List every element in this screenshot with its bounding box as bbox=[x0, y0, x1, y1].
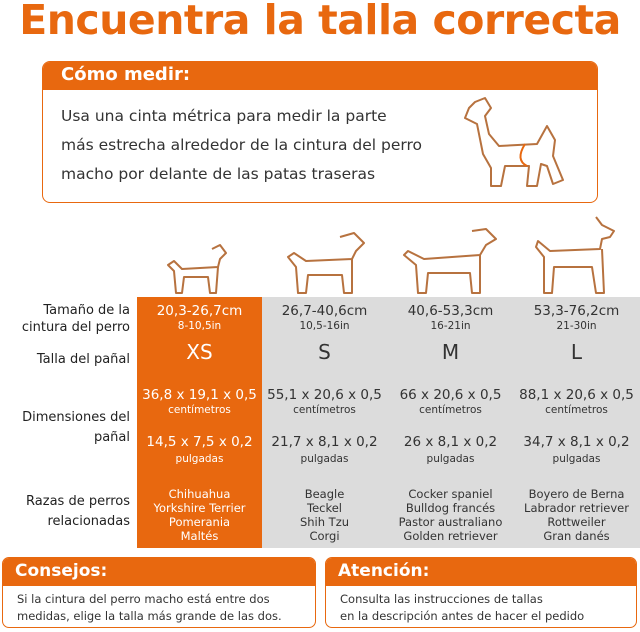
dog-xs-icon bbox=[167, 244, 227, 294]
breed: Maltés bbox=[180, 529, 219, 543]
waist-cell: 20,3-26,7cm 8-10,5in bbox=[137, 304, 262, 334]
dims-cm-cell: 55,1 x 20,6 x 0,5 centímetros bbox=[262, 388, 387, 418]
how-to-line: más estrecha alrededor de la cintura del… bbox=[61, 136, 422, 154]
size-cell: S bbox=[262, 340, 387, 364]
breed: Bulldog francés bbox=[405, 501, 496, 515]
tips-line: medidas, elige la talla más grande de la… bbox=[17, 609, 282, 623]
dim-cm: 88,1 x 20,6 x 0,5 bbox=[519, 387, 634, 403]
dog-s-icon bbox=[287, 232, 365, 294]
how-to-line: Usa una cinta métrica para medir la part… bbox=[61, 107, 387, 125]
how-to-text: Usa una cinta métrica para medir la part… bbox=[61, 102, 441, 189]
waist-in: 21-30in bbox=[556, 320, 597, 332]
breed: Corgi bbox=[309, 529, 340, 543]
breeds-cell: Cocker spaniel Bulldog francés Pastor aust… bbox=[388, 487, 513, 543]
breed: Beagle bbox=[304, 487, 345, 501]
dims-in-cell: 34,7 x 8,1 x 0,2 pulgadas bbox=[514, 435, 639, 467]
dims-cm-cell: 66 x 20,6 x 0,5 centímetros bbox=[388, 388, 513, 418]
breeds-cell: Boyero de Berna Labrador retriever Rottwei… bbox=[514, 487, 639, 543]
label-line: cintura del perro bbox=[21, 320, 130, 335]
other-sizes-background bbox=[262, 297, 640, 548]
size-value: M bbox=[441, 340, 460, 364]
size-cell: L bbox=[514, 340, 639, 364]
breed: Pastor australiano bbox=[398, 515, 503, 529]
label-dims: Dimensiones del pañal bbox=[22, 409, 130, 446]
tips-text: Si la cintura del perro macho está entre… bbox=[3, 586, 315, 625]
how-to-line: macho por delante de las patas traseras bbox=[61, 165, 376, 183]
dim-in: 14,5 x 7,5 x 0,2 bbox=[146, 434, 253, 450]
waist-in: 16-21in bbox=[430, 320, 471, 332]
page-title: Encuentra la talla correcta bbox=[19, 0, 621, 44]
breed: Chihuahua bbox=[168, 487, 231, 501]
size-cell: M bbox=[388, 340, 513, 364]
tips-line: Si la cintura del perro macho está entre… bbox=[17, 592, 270, 606]
waist-cm: 26,7-40,6cm bbox=[281, 303, 368, 319]
size-cell: XS bbox=[137, 340, 262, 364]
breed: Pomerania bbox=[168, 515, 231, 529]
size-value: L bbox=[570, 340, 583, 364]
breed: Rottweiler bbox=[547, 515, 606, 529]
in-unit: pulgadas bbox=[552, 453, 601, 465]
how-to-measure-box: Cómo medir: Usa una cinta métrica para m… bbox=[42, 61, 598, 203]
dim-cm: 55,1 x 20,6 x 0,5 bbox=[267, 387, 382, 403]
tips-box: Consejos: Si la cintura del perro macho … bbox=[2, 557, 316, 628]
label-line: Dimensiones del bbox=[22, 410, 130, 425]
in-unit: pulgadas bbox=[426, 453, 475, 465]
dims-in-cell: 26 x 8,1 x 0,2 pulgadas bbox=[388, 435, 513, 467]
breed: Boyero de Berna bbox=[528, 487, 625, 501]
in-unit: pulgadas bbox=[300, 453, 349, 465]
label-line: relacionadas bbox=[47, 514, 130, 529]
dim-in: 34,7 x 8,1 x 0,2 bbox=[523, 434, 630, 450]
waist-cm: 20,3-26,7cm bbox=[156, 303, 243, 319]
dim-cm: 66 x 20,6 x 0,5 bbox=[399, 387, 502, 403]
waist-cm: 40,6-53,3cm bbox=[407, 303, 494, 319]
cm-unit: centímetros bbox=[419, 404, 482, 416]
dog-measure-icon bbox=[464, 97, 564, 187]
dog-m-icon bbox=[403, 228, 497, 294]
size-value: XS bbox=[186, 340, 213, 364]
cm-unit: centímetros bbox=[545, 404, 608, 416]
dog-l-icon bbox=[535, 216, 615, 294]
label-line: pañal bbox=[93, 430, 130, 445]
breed: Cocker spaniel bbox=[408, 487, 493, 501]
breed: Gran danés bbox=[543, 529, 610, 543]
waist-in: 8-10,5in bbox=[177, 320, 222, 332]
cm-unit: centímetros bbox=[168, 404, 231, 416]
breeds-cell: Chihuahua Yorkshire Terrier Pomerania Malté… bbox=[137, 487, 262, 543]
cm-unit: centímetros bbox=[293, 404, 356, 416]
attention-box: Atención: Consulta las instrucciones de … bbox=[325, 557, 637, 628]
label-size: Talla del pañal bbox=[36, 352, 130, 367]
dim-in: 26 x 8,1 x 0,2 bbox=[403, 434, 498, 450]
label-line: Razas de perros bbox=[26, 494, 130, 509]
label-waist: Tamaño de la cintura del perro bbox=[22, 302, 130, 336]
tips-heading: Consejos: bbox=[3, 558, 315, 586]
in-unit: pulgadas bbox=[175, 453, 224, 465]
size-value: S bbox=[318, 340, 331, 364]
attention-heading: Atención: bbox=[326, 558, 636, 586]
waist-cell: 26,7-40,6cm 10,5-16in bbox=[262, 304, 387, 334]
xs-column-highlight bbox=[137, 297, 262, 548]
dims-in-cell: 21,7 x 8,1 x 0,2 pulgadas bbox=[262, 435, 387, 467]
label-line: Tamaño de la bbox=[43, 303, 130, 318]
waist-cell: 40,6-53,3cm 16-21in bbox=[388, 304, 513, 334]
breed: Shih Tzu bbox=[299, 515, 350, 529]
dims-cm-cell: 88,1 x 20,6 x 0,5 centímetros bbox=[514, 388, 639, 418]
label-breeds: Razas de perros relacionadas bbox=[26, 493, 130, 530]
breed: Golden retriever bbox=[403, 529, 498, 543]
dim-in: 21,7 x 8,1 x 0,2 bbox=[271, 434, 378, 450]
waist-cell: 53,3-76,2cm 21-30in bbox=[514, 304, 639, 334]
waist-in: 10,5-16in bbox=[299, 320, 350, 332]
breed: Yorkshire Terrier bbox=[153, 501, 246, 515]
attention-line: en la descripción antes de hacer el pedi… bbox=[340, 609, 585, 623]
breed: Labrador retriever bbox=[524, 501, 629, 515]
attention-line: Consulta las instrucciones de tallas bbox=[340, 592, 543, 606]
breeds-cell: Beagle Teckel Shih Tzu Corgi bbox=[262, 487, 387, 543]
dims-cm-cell: 36,8 x 19,1 x 0,5 centímetros bbox=[137, 388, 262, 418]
attention-text: Consulta las instrucciones de tallas en l… bbox=[326, 586, 636, 625]
breed: Teckel bbox=[307, 501, 342, 515]
waist-cm: 53,3-76,2cm bbox=[533, 303, 620, 319]
dim-cm: 36,8 x 19,1 x 0,5 bbox=[142, 387, 257, 403]
how-to-heading: Cómo medir: bbox=[43, 62, 597, 90]
dims-in-cell: 14,5 x 7,5 x 0,2 pulgadas bbox=[137, 435, 262, 467]
